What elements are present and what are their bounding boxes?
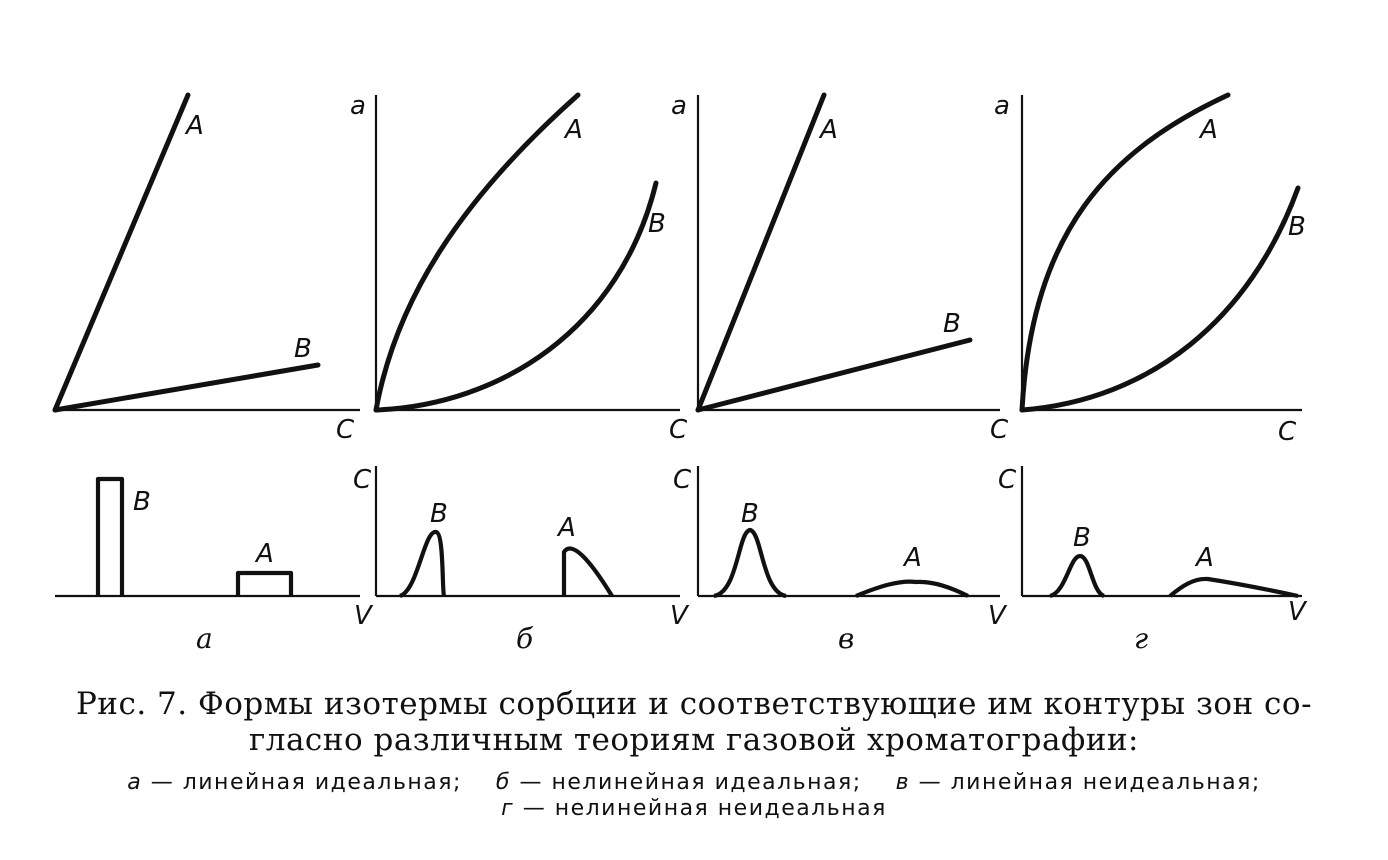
isotherm-x-axis-label: C [990, 415, 1009, 445]
caption-line-1: Рис. 7. Формы изотермы сорбции и соответ… [75, 686, 1313, 722]
legend-text-v: — линейная неидеальная; [918, 770, 1261, 795]
zone-y-axis-label: C [998, 465, 1017, 495]
isotherm-curve-b [373, 180, 659, 413]
peak-a-label: A [902, 543, 922, 573]
isotherm-plot-g: a A B [994, 91, 1306, 413]
zone-peak-b [95, 476, 125, 596]
legend-text-g: — нелинейная неидеальная [522, 796, 887, 821]
legend-letter-g: г [501, 796, 515, 821]
zone-x-axis-label: V [988, 601, 1008, 631]
zone-plot-v: C B A [673, 465, 1000, 599]
panel-letter-g: г [1134, 622, 1148, 655]
legend-text-b: — нелинейная идеальная; [519, 770, 862, 795]
panel-g: a A B C B A C V г [994, 91, 1308, 655]
legend-letter-v: в [895, 770, 911, 795]
isotherm-x-axis-label: C [1278, 417, 1297, 447]
panel-b: a A B C B A C V б [350, 91, 690, 655]
zone-y-axis-label: C [673, 465, 692, 495]
isotherm-x-axis-label: C [669, 415, 688, 445]
zone-plot-a: B A [55, 476, 360, 598]
isotherm-curve-a [373, 92, 581, 413]
legend-letter-b: б [495, 770, 511, 795]
isotherm-x-axis-label: C [336, 415, 355, 445]
isotherm-y-axis-label: a [671, 91, 687, 121]
curve-a-label: A [563, 115, 583, 145]
peak-b-label: B [1073, 523, 1091, 553]
peak-b-label: B [133, 487, 151, 517]
curve-a-label: A [818, 115, 838, 145]
legend-text-a: — линейная идеальная; [150, 770, 462, 795]
isotherm-curve-a [1019, 92, 1231, 413]
peak-a-label: A [254, 539, 274, 569]
caption-legend-row-2: г — нелинейная неидеальная [0, 796, 1388, 822]
panel-letter-a: a [196, 622, 213, 655]
curve-b-label: B [294, 334, 312, 364]
panel-letter-b: б [516, 622, 534, 655]
peak-b-label: B [741, 499, 759, 529]
panel-v: a A B C B A C V в [671, 91, 1009, 655]
isotherm-curve-a [695, 92, 827, 413]
peak-b-label: B [430, 499, 448, 529]
isotherm-curve-a [52, 92, 191, 413]
curve-b-label: B [943, 309, 961, 339]
zone-peak-a [561, 546, 614, 598]
zone-peak-b [1049, 553, 1106, 599]
isotherm-curve-b [1019, 185, 1301, 413]
peak-a-label: A [1194, 543, 1214, 573]
zone-peak-a [1168, 576, 1299, 599]
zone-peak-a [855, 579, 969, 598]
zone-x-axis-label: V [1288, 597, 1308, 627]
zone-x-axis-label: V [670, 601, 690, 631]
isotherm-plot-b: a A B [350, 91, 680, 413]
zone-peak-b [713, 527, 787, 599]
zone-x-axis-label: V [354, 601, 374, 631]
panel-letter-v: в [838, 622, 854, 655]
zone-plot-g: C B A [998, 465, 1302, 599]
curve-a-label: A [1198, 115, 1218, 145]
figure-caption: Рис. 7. Формы изотермы сорбции и соответ… [0, 686, 1388, 822]
caption-legend-row-1: а — линейная идеальная; б — нелинейная и… [0, 770, 1388, 796]
zone-y-axis-label: C [353, 465, 372, 495]
panel-a: A B B A C V a [52, 92, 374, 655]
isotherm-plot-a: A B [52, 92, 360, 413]
zone-peak-a [235, 570, 294, 596]
zone-plot-b: C B A [353, 465, 680, 598]
isotherm-y-axis-label: a [994, 91, 1010, 121]
curve-b-label: B [648, 209, 666, 239]
legend-letter-a: а [127, 770, 143, 795]
isotherm-curve-b [52, 362, 321, 413]
peak-a-label: A [556, 513, 576, 543]
curve-a-label: A [184, 111, 204, 141]
isotherm-plot-v: a A B [671, 91, 1000, 413]
curve-b-label: B [1288, 212, 1306, 242]
zone-peak-b [398, 529, 447, 598]
isotherm-curve-b [695, 337, 973, 413]
caption-line-2: гласно различным теориям газовой хромато… [249, 722, 1139, 758]
isotherm-y-axis-label: a [350, 91, 366, 121]
